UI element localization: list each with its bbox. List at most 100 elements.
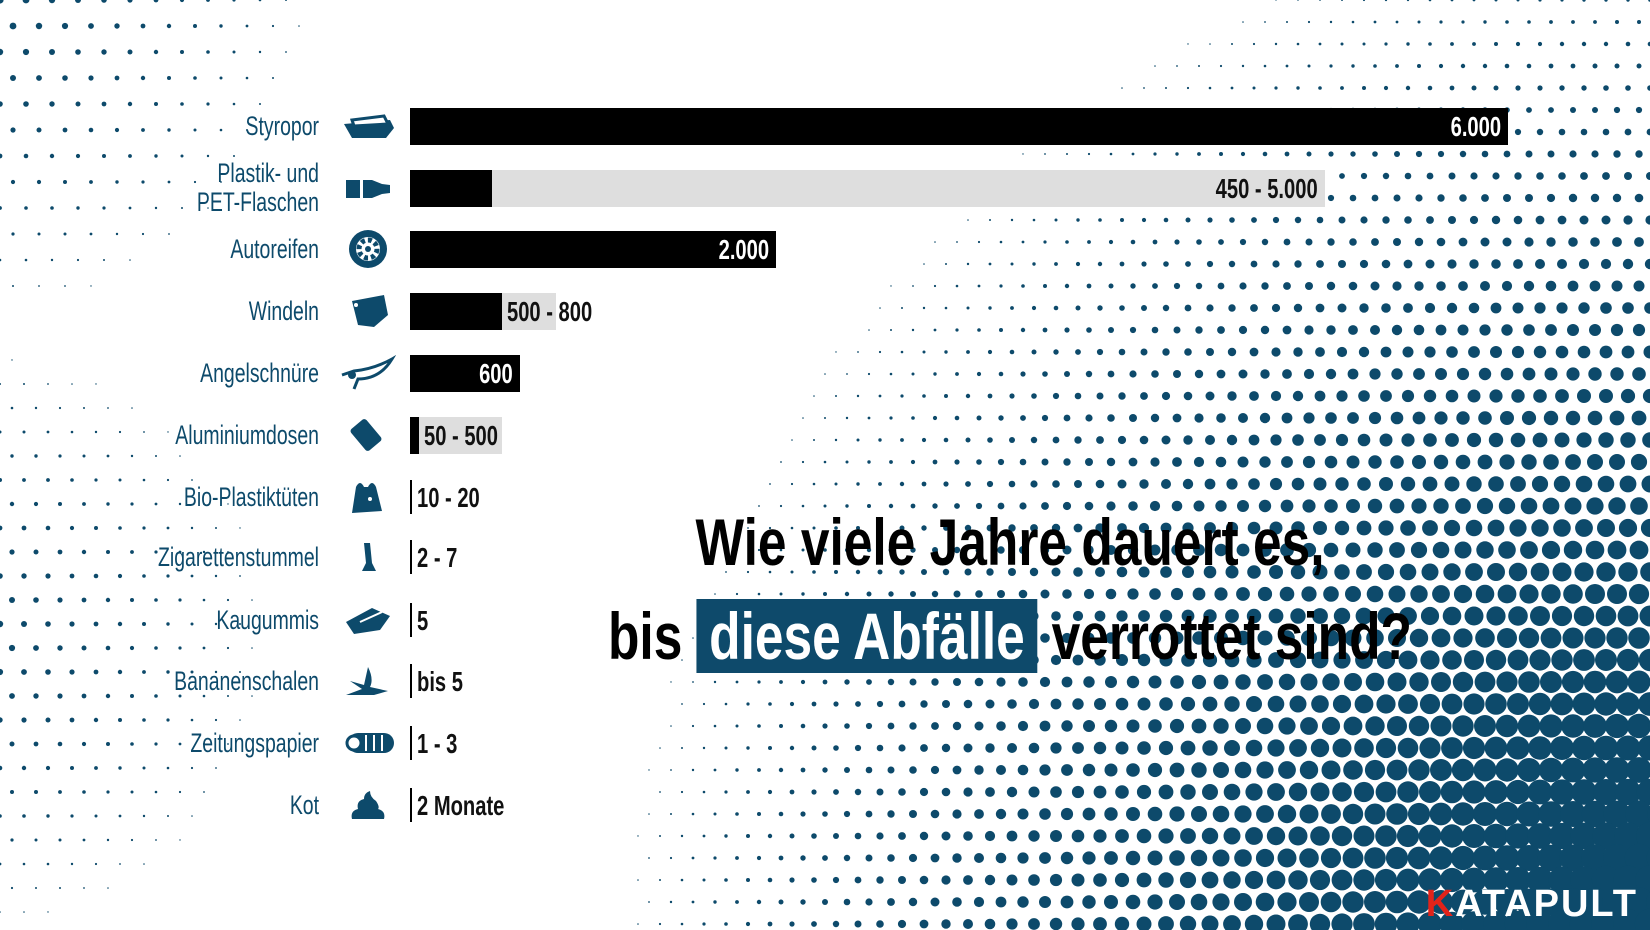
halftone-dot [1379,477,1393,491]
halftone-dot [1136,784,1152,800]
halftone-dot [1316,216,1324,224]
halftone-dot [58,838,62,842]
halftone-dot [669,856,673,860]
halftone-dot [1202,740,1218,756]
halftone-dot [1504,63,1510,69]
halftone-dot [909,766,917,774]
halftone-dot [1115,697,1129,711]
halftone-dot [1499,454,1515,470]
halftone-dot [801,460,805,464]
halftone-dot [1427,85,1433,91]
halftone-dot [1359,303,1369,313]
halftone-dot [142,670,146,674]
halftone-dot [1280,499,1294,513]
halftone-dot [1444,476,1460,492]
halftone-dot [1548,107,1554,113]
halftone-dot [988,262,992,266]
halftone-dot [154,102,158,106]
halftone-dot [867,460,871,464]
halftone-dot [1075,261,1081,267]
halftone-dot [193,76,197,80]
halftone-dot [1071,829,1085,843]
halftone-dot [1072,610,1084,622]
halftone-dot [1548,866,1576,894]
halftone-dot [1646,128,1650,136]
halftone-dot [919,875,929,885]
halftone-dot [996,677,1006,687]
halftone-dot [34,790,38,794]
halftone-dot [681,703,683,705]
halftone-dot [1173,282,1181,290]
halftone-dot [1625,85,1631,91]
halftone-dot [1268,652,1284,668]
halftone-dot [130,742,134,746]
halftone-dot [1267,783,1285,801]
halftone-dot [1569,150,1577,158]
halftone-dot [1289,739,1307,757]
halftone-dot [0,717,3,723]
halftone-dot [1283,282,1291,290]
halftone-dot [1424,302,1436,314]
halftone-dot [227,551,229,553]
halftone-dot [1282,325,1292,335]
halftone-dot [1365,672,1385,692]
halftone-dot [1007,743,1017,753]
halftone-dot [1383,85,1389,91]
halftone-dot [1104,807,1118,821]
halftone-dot [1620,432,1636,448]
halftone-dot [178,550,182,554]
halftone-dot [1193,500,1205,512]
halftone-dot [1064,327,1070,333]
halftone-dot [910,591,916,597]
halftone-dot [1359,259,1369,269]
halftone-dot [1149,544,1161,556]
halftone-dot [922,350,926,354]
halftone-dot [1114,916,1130,930]
halftone-dot [105,597,111,603]
halftone-dot [1386,803,1408,825]
halftone-dot [887,722,895,730]
halftone-dot [1256,761,1274,779]
halftone-dot [995,852,1007,864]
halftone-dot [898,876,906,884]
halftone-dot [1212,849,1230,867]
halftone-dot [976,371,982,377]
halftone-dot [1371,194,1379,202]
halftone-dot [1430,759,1452,781]
halftone-dot [1435,368,1447,380]
halftone-dot [1299,892,1319,912]
halftone-dot [1526,910,1554,930]
halftone-dot [998,371,1004,377]
halftone-dot [1050,654,1062,666]
halftone-dot [834,482,838,486]
halftone-dot [47,911,49,913]
halftone-dot [11,232,15,236]
halftone-dot [1271,347,1281,357]
halftone-dot [1378,520,1394,536]
halftone-dot [1327,194,1335,202]
halftone-dot [1439,867,1465,893]
halftone-dot [1306,151,1312,157]
halftone-dot [713,724,717,728]
halftone-dot [1019,502,1027,510]
halftone-dot [166,574,170,578]
halftone-dot [1366,629,1384,647]
halftone-dot [1270,434,1282,446]
halftone-dot [1342,803,1364,825]
halftone-dot [1137,653,1151,667]
halftone-dot [1353,825,1375,847]
halftone-dot [1406,42,1410,46]
halftone-dot [941,743,951,753]
halftone-dot [1307,64,1311,68]
bar-min [410,603,412,637]
halftone-dot [0,101,3,107]
halftone-dot [1487,563,1505,581]
halftone-dot [952,809,962,819]
halftone-dot [1263,64,1267,68]
halftone-dot [977,328,981,332]
halftone-dot [1520,541,1538,559]
halftone-dot [251,695,253,697]
halftone-dot [206,50,210,54]
halftone-dot [1646,891,1650,913]
halftone-dot [1578,302,1590,314]
